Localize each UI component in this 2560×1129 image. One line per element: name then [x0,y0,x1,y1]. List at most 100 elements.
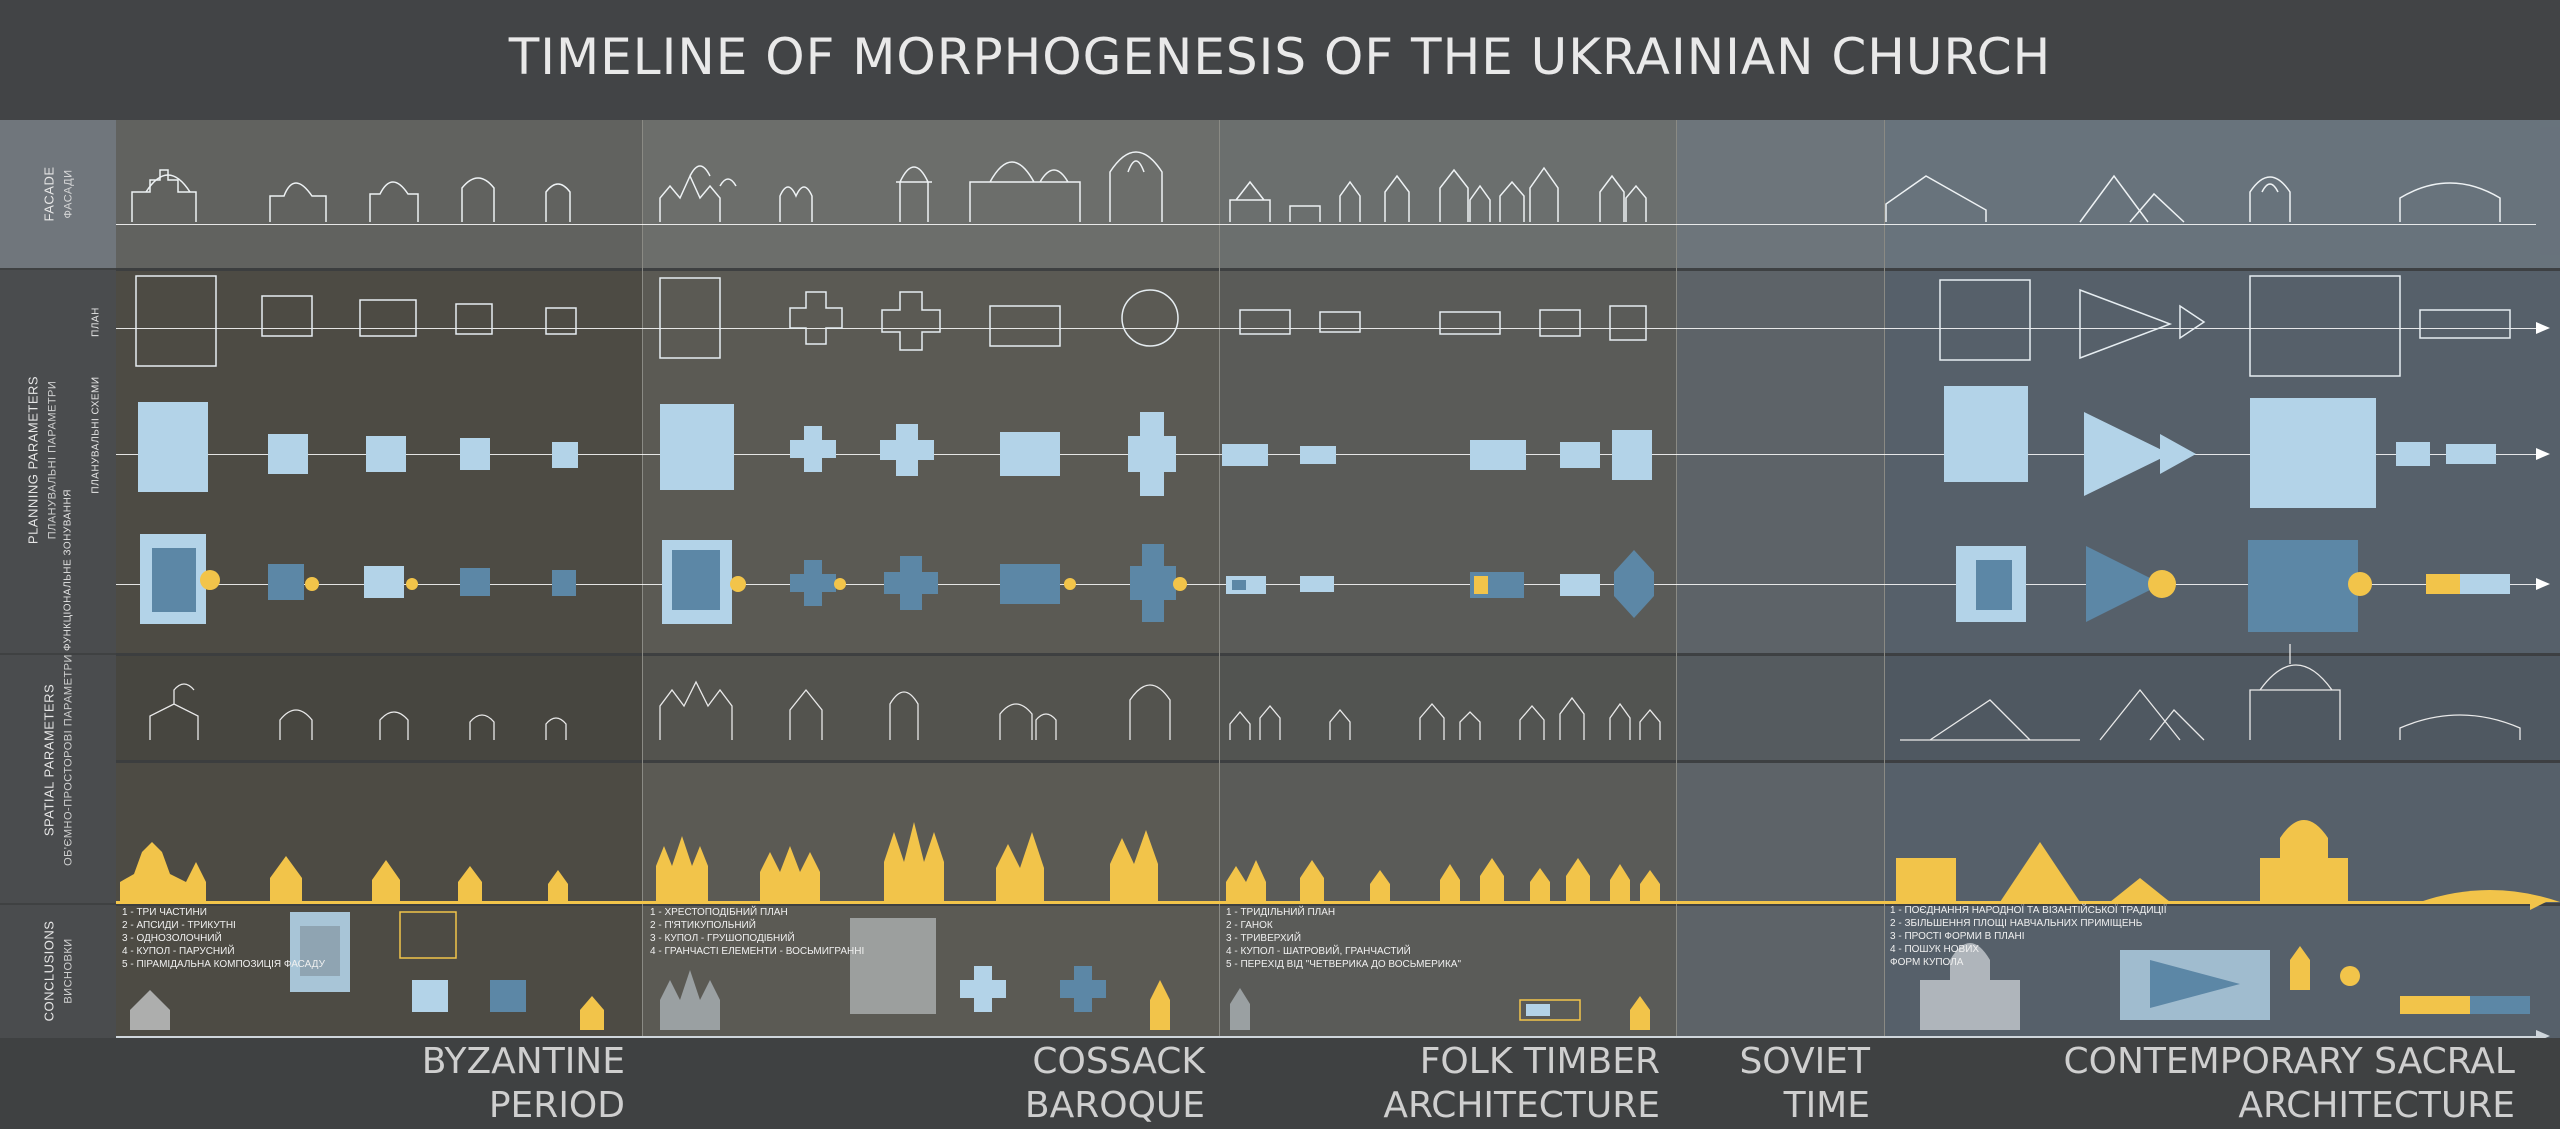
facade-drawings [131,151,2501,223]
scheme-axis-arrow [2536,448,2550,460]
plan-icon-3 [359,299,417,337]
conclusion-line: 2 - АПСИДИ - ТРИКУТНІ [122,920,236,931]
facade-icon-2 [269,182,327,222]
conclusion-line: 3 - ТРИВЕРХИЙ [1226,933,1302,944]
spatial-drawings [149,644,2521,741]
period-separator [1219,120,1220,1129]
conclusion-line: 5 - ПЕРЕХІД ВІД "ЧЕТВЕРИКА ДО ВОСЬМЕРИКА… [1226,959,1462,970]
spatial-row-tint [116,655,2560,763]
facade-axis [116,224,2536,225]
conclusion-line: 1 - ХРЕСТОПОДІБНИЙ ПЛАН [650,907,788,918]
facade-icon-9 [969,161,1081,222]
plan-axis [116,328,2536,329]
plan-icon-2 [261,295,313,337]
facade-icon-12 [1289,205,1321,222]
plan-icon-7 [789,291,843,345]
conclusion-axis [116,901,2536,904]
facade-icon-3 [369,181,419,222]
plan-icon-19 [2249,275,2401,377]
period-name-folk: FOLK TIMBER ARCHITECTURE [1383,1041,1660,1126]
facade-icon-20 [2249,176,2291,222]
plan-icon-16 [1939,279,2031,361]
facade-icon-11 [1229,180,1271,222]
plan-icon-10 [1121,289,1179,347]
row-divider [116,760,2560,763]
plan-drawings [135,275,2511,377]
conclusions-byzantine: 1 - ТРИ ЧАСТИНИ 2 - АПСИДИ - ТРИКУТНІ 3 … [122,906,325,971]
period-name-cossack: COSSACK BAROQUE [1024,1041,1205,1126]
period-separator [1884,120,1885,1129]
facade-icon-6 [659,174,721,222]
facade-icon-13 [1339,180,1361,222]
plan-icon-13 [1439,311,1501,335]
side-seg-spatial: SPATIAL PARAMETERS ОБ'ЄМНО-ПРОСТОРОВІ ПА… [0,654,116,903]
plan-axis-arrow [2536,322,2550,334]
bottom-axis [116,1036,2536,1038]
conclusion-line: 3 - КУПОЛ - ГРУШОПОДІБНИЙ [650,933,795,944]
row-divider [116,903,2560,906]
conclusion-line: 1 - ТРИДІЛЬНИЙ ПЛАН [1226,907,1336,918]
facade-icon-17 [1599,174,1647,222]
side-seg-conclusions: CONCLUSIONS ВИСНОВКИ [0,905,116,1038]
period-separator [642,120,643,1129]
plan-icon-8 [881,291,941,351]
facade-icon-1 [131,169,197,222]
facade-icon-18 [1885,175,1987,222]
row-divider [116,268,2560,271]
period-name-byzantine: BYZANTINE PERIOD [421,1041,625,1126]
poster-title: TIMELINE OF MORPHOGENESIS OF THE UKRAINI… [508,28,2052,86]
conclusion-line: 4 - ПОШУК НОВИХ [1890,944,1980,955]
silhouette-drawings [120,820,2560,902]
plan-icon-1 [135,275,217,367]
scheme-block [138,402,208,492]
conclusions-cossack: 1 - ХРЕСТОПОДІБНИЙ ПЛАН 2 - П'ЯТИКУПОЛЬН… [650,906,864,958]
side-seg-planning: PLANNING PARAMETERS ПЛАНУВАЛЬНІ ПАРАМЕТР… [0,270,116,653]
facade-icon-16 [1499,166,1559,222]
plan-icon-18 [2179,304,2206,340]
period-separator [1676,120,1677,1129]
facade-icon-10 [1109,151,1163,222]
conclusion-line: 2 - П'ЯТИКУПОЛЬНИЙ [650,920,756,931]
facade-icon-14 [1384,174,1410,222]
plan-icon-17 [2079,288,2173,360]
conclusion-line: 1 - ПОЄДНАННЯ НАРОДНОЇ ТА ВІЗАНТІЙСЬКОЇ … [1890,905,2167,916]
conclusion-line: 2 - ЗБІЛЬШЕННЯ ПЛОЩІ НАВЧАЛЬНИХ ПРИМІЩЕН… [1890,918,2143,929]
facade-icon-8 [896,166,932,222]
plan-icon-12 [1319,311,1361,333]
plan-icon-4 [455,303,493,335]
conclusion-line: 4 - КУПОЛ - ШАТРОВИЙ, ГРАНЧАСТИЙ [1226,946,1411,957]
conclusion-line: 2 - ГАНОК [1226,920,1273,931]
side-label-column: FACADE ФАСАДИ PLANNING PARAMETERS ПЛАНУВ… [0,120,116,1038]
side-seg-facade: FACADE ФАСАДИ [0,120,116,268]
plan-icon-5 [545,307,577,335]
zoning-axis-arrow [2536,578,2550,590]
period-name-contemporary: CONTEMPORARY SACRAL ARCHITECTURE [2063,1041,2515,1126]
conclusions-folk: 1 - ТРИДІЛЬНИЙ ПЛАН 2 - ГАНОК 3 - ТРИВЕР… [1226,906,1461,971]
plan-icon-20 [2419,309,2511,339]
facade-row-tint [116,120,2560,268]
scheme-drawings [138,386,2496,508]
facade-icon-15 [1439,168,1491,222]
conclusions-contemporary: 1 - ПОЄДНАННЯ НАРОДНОЇ ТА ВІЗАНТІЙСЬКОЇ … [1890,904,2166,969]
facade-icon-7 [779,186,813,222]
plan-icon-6 [659,277,721,359]
zoning-drawings [140,534,2510,632]
period-name-bar [0,1038,2560,1129]
facade-icon-19 [2079,174,2185,223]
conclusion-drawings [130,911,2530,1030]
title-bar [0,0,2560,120]
conclusion-line: 4 - КУПОЛ - ПАРУСНИЙ [122,946,235,957]
facade-icon-5 [545,183,571,222]
period-bg-soviet [1676,120,1884,1038]
conclusion-line: 3 - ОДНОЗОЛОЧНИЙ [122,933,222,944]
row-divider [116,653,2560,656]
facade-icon-4 [461,177,495,222]
conclusion-line: ФОРМ КУПОЛА [1890,957,1964,968]
conclusion-line: 4 - ГРАНЧАСТІ ЕЛЕМЕНТИ - ВОСЬМИГРАННІ [650,946,865,957]
period-name-soviet: SOVIET TIME [1739,1041,1870,1126]
facade-icon-21 [2399,182,2501,222]
conclusion-line: 5 - ПІРАМІДАЛЬНА КОМПОЗИЦІЯ ФАСАДУ [122,959,325,970]
conclusion-line: 1 - ТРИ ЧАСТИНИ [122,907,207,918]
